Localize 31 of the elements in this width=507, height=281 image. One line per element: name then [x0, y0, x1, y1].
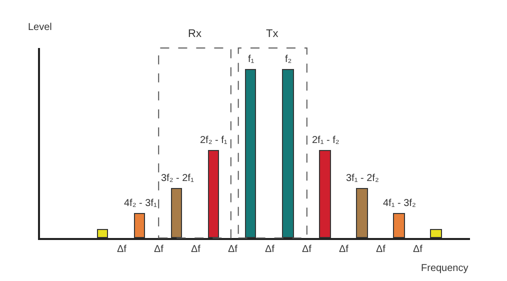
text: Tx	[266, 28, 279, 40]
bar	[282, 69, 294, 238]
bar	[134, 213, 145, 238]
text: Δf	[413, 244, 423, 255]
x-tick-label: 3f₁ - 2f₂	[346, 173, 379, 184]
x-axis-title: Frequency	[421, 263, 468, 274]
text: Δf	[117, 244, 127, 255]
bar	[171, 188, 182, 238]
bar	[356, 188, 368, 238]
text: Δf	[339, 244, 349, 255]
text: Δf	[154, 244, 164, 255]
x-tick-label: 2f₁ - f₂	[312, 135, 340, 146]
x-tick-label: 4f₁ - 3f₂	[383, 198, 416, 209]
text: Δf	[265, 244, 275, 255]
bar	[208, 150, 219, 238]
text: Rx	[188, 28, 202, 40]
bar	[393, 213, 405, 238]
x-tick-label: f₂	[285, 54, 292, 65]
bar	[319, 150, 331, 238]
bar	[245, 69, 256, 238]
bar	[97, 229, 108, 238]
bar	[430, 229, 442, 238]
text: Δf	[302, 244, 312, 255]
x-tick-label: 3f₂ - 2f₁	[161, 173, 194, 184]
text: Δf	[191, 244, 201, 255]
x-tick-label: f₁	[248, 54, 255, 65]
x-tick-label: 4f₂ - 3f₁	[124, 198, 158, 209]
y-axis-title: Level	[28, 22, 52, 33]
text: Δf	[376, 244, 386, 255]
text: Δf	[228, 244, 238, 255]
x-tick-label: 2f₂ - f₁	[200, 135, 228, 146]
